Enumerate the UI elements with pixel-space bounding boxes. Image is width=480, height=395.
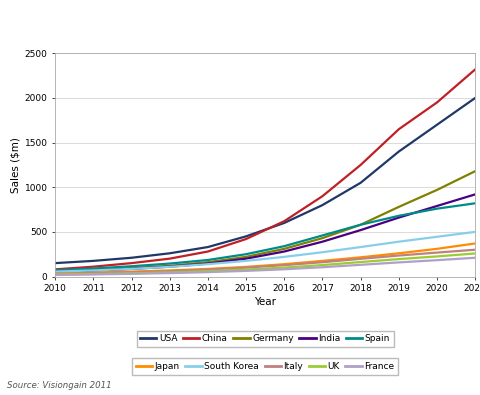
Legend: Japan, South Korea, Italy, UK, France: Japan, South Korea, Italy, UK, France <box>132 358 398 374</box>
Y-axis label: Sales ($m): Sales ($m) <box>11 137 20 193</box>
X-axis label: Year: Year <box>254 297 276 307</box>
Text: Forecast 2011-2021 ($m): Forecast 2011-2021 ($m) <box>7 22 149 32</box>
Text: Source: Visiongain 2011: Source: Visiongain 2011 <box>7 381 112 390</box>
Text: Figure 4.1 The Leading Ten National Energy Storage Technologies (EST) Markets: Figure 4.1 The Leading Ten National Ener… <box>7 10 462 21</box>
